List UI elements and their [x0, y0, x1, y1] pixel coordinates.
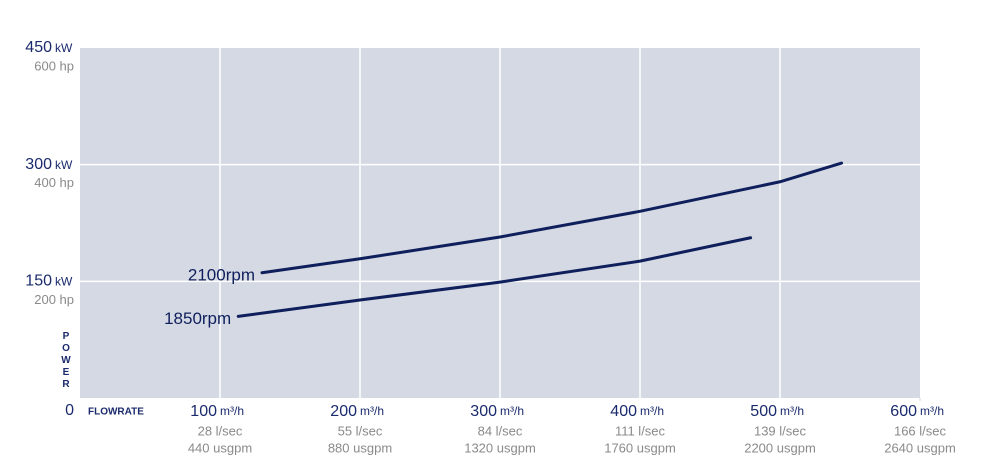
series-line: [260, 161, 844, 275]
x-unit: m³/h: [500, 404, 524, 418]
x-unit: m³/h: [920, 404, 944, 418]
x-secondary-label: 28 l/sec: [198, 423, 243, 438]
x-tertiary-label: 440 usgpm: [188, 440, 252, 455]
x-secondary-label: 111 l/sec: [615, 423, 666, 438]
x-tick-label: 400: [610, 403, 637, 420]
x-tick-label: 100: [190, 403, 217, 420]
x-secondary-label: 84 l/sec: [478, 423, 523, 438]
x-tick-label: 600: [890, 403, 917, 420]
y-tick-label: 450: [25, 39, 52, 56]
x-tertiary-label: 1320 usgpm: [464, 440, 536, 455]
y-tick-label: 0: [65, 402, 74, 419]
y-unit: kW: [55, 158, 73, 172]
x-unit: m³/h: [220, 404, 244, 418]
x-tertiary-label: 2200 usgpm: [744, 440, 816, 455]
x-tick-label: 300: [470, 403, 497, 420]
series-label: 1850rpm: [164, 309, 231, 328]
series-label: 2100rpm: [188, 265, 255, 284]
x-secondary-label: 166 l/sec: [894, 423, 947, 438]
y-unit: kW: [55, 41, 73, 55]
x-tick-label: 500: [750, 403, 777, 420]
x-tertiary-label: 880 usgpm: [328, 440, 392, 455]
x-tertiary-label: 1760 usgpm: [604, 440, 676, 455]
series-line: [236, 236, 753, 318]
y-tick-label: 300: [25, 156, 52, 173]
x-axis-label: FLOWRATE: [88, 407, 144, 418]
y-unit: kW: [55, 275, 73, 289]
x-unit: m³/h: [360, 404, 384, 418]
x-secondary-label: 139 l/sec: [754, 423, 807, 438]
x-secondary-label: 55 l/sec: [338, 423, 383, 438]
y-secondary-label: 200 hp: [34, 292, 74, 307]
x-unit: m³/h: [640, 404, 664, 418]
x-unit: m³/h: [780, 404, 804, 418]
y-tick-label: 150: [25, 273, 52, 290]
y-secondary-label: 400 hp: [34, 175, 74, 190]
y-secondary-label: 600 hp: [34, 58, 74, 73]
x-tick-label: 200: [330, 403, 357, 420]
x-tertiary-label: 2640 usgpm: [884, 440, 956, 455]
